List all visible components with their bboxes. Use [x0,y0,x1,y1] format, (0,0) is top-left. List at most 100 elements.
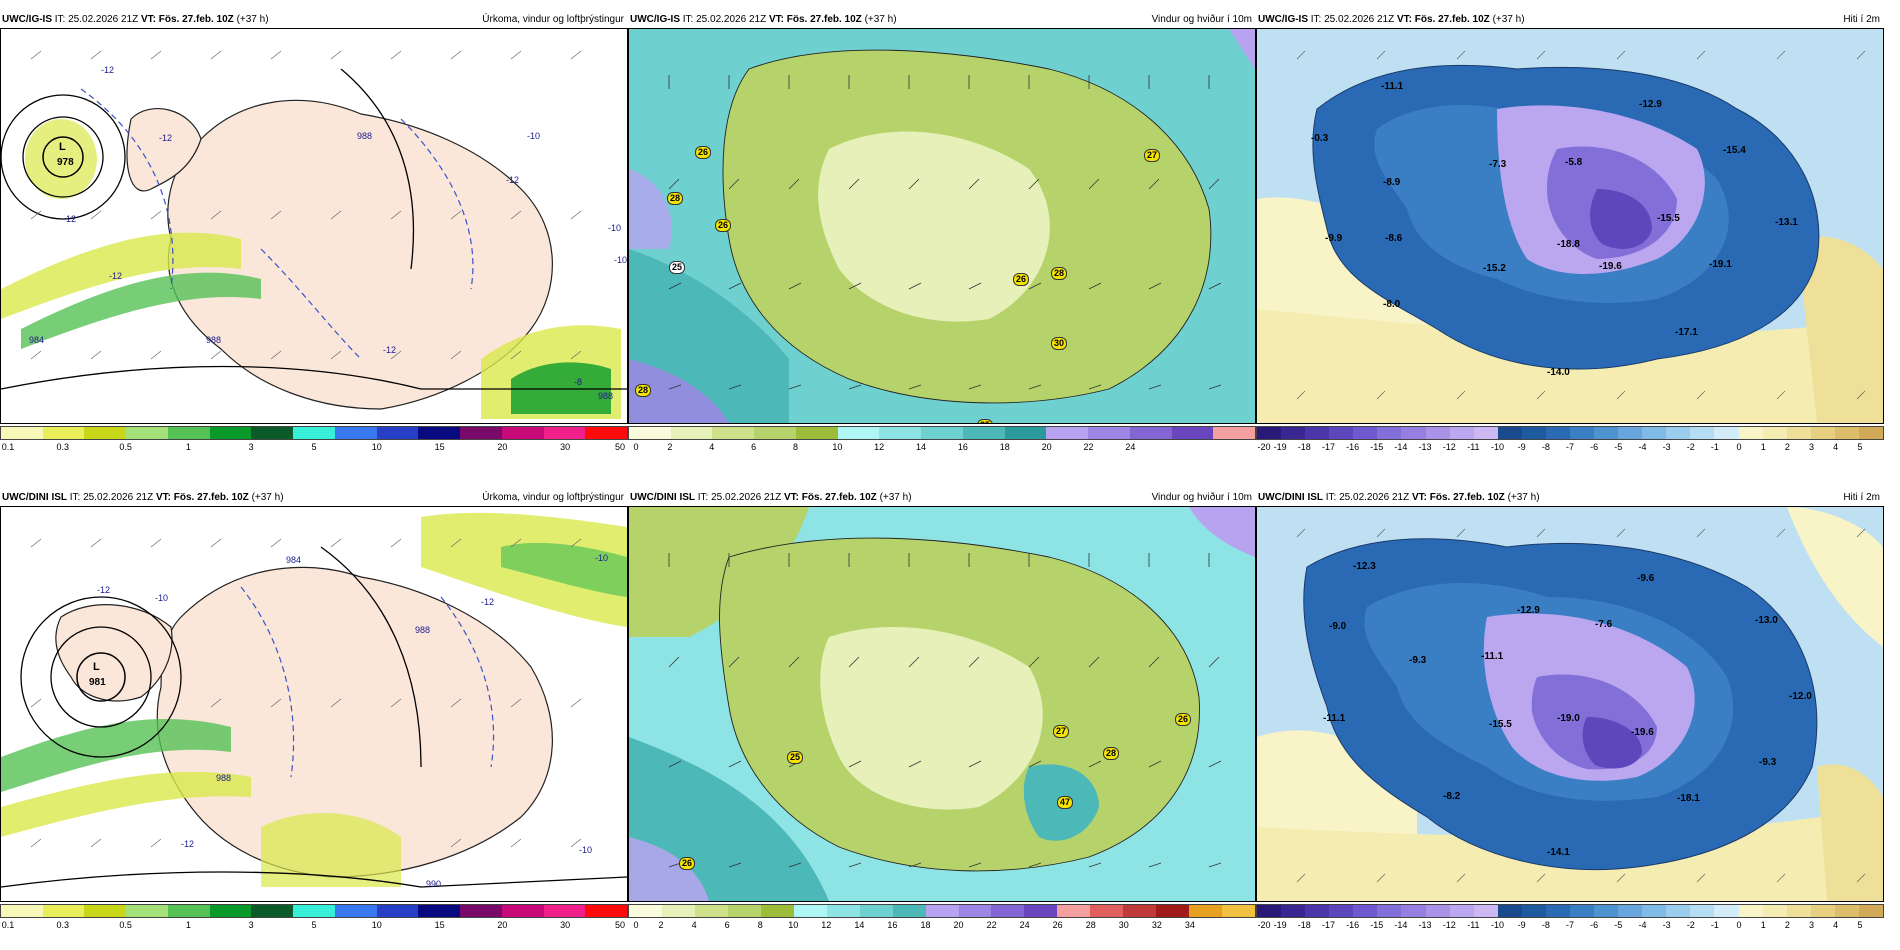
colorbar-tick-label: -4 [1638,920,1647,930]
colorbar-tick-label: 16 [887,920,898,930]
panel-title: Vindur og hviður í 10m [1151,14,1252,25]
colorbar-swatch [1642,905,1667,917]
wind-colorbar [628,904,1256,918]
colorbar-swatch [1329,905,1354,917]
colorbar-tick-label: -11 [1467,920,1480,930]
colorbar-tick-label: 26 [1052,920,1063,930]
colorbar-tick-label: 20 [497,442,508,452]
panel-header: UWC/DINI ISL IT: 25.02.2026 21Z VT: Fös.… [0,490,628,506]
gust-label: 27 [1053,725,1070,738]
colorbar-swatch [126,427,168,439]
vt-label: VT: [1411,492,1427,503]
colorbar-swatch [585,905,628,917]
colorbar-swatch [1473,427,1498,439]
colorbar-swatch [1786,427,1811,439]
colorbar-swatch [543,905,586,917]
temp-label: -13.0 [1755,615,1778,626]
colorbar-tick-label: -6 [1590,442,1599,452]
header-meta: UWC/IG-IS IT: 25.02.2026 21Z VT: Fös. 27… [1258,12,1525,28]
colorbar-swatch [1594,427,1619,439]
pressure-label: -12 [109,271,123,281]
it-label: IT: [697,492,709,503]
colorbar-swatch [1762,427,1787,439]
lead-time: (+37 h) [864,14,897,25]
colorbar-tick-label: 3 [248,920,254,930]
panel-header: UWC/IG-IS IT: 25.02.2026 21Z VT: Fös. 27… [0,12,628,28]
temp-label: -15.5 [1657,213,1680,224]
colorbar-swatch [958,905,992,917]
colorbar-tick-label: 10 [788,920,799,930]
it-value: 25.02.2026 21Z [1339,492,1410,503]
colorbar-swatch [1570,427,1595,439]
colorbar-swatch [1618,905,1643,917]
gust-label: 25 [787,751,804,764]
colorbar-swatch [1545,427,1571,439]
colorbar-tick-label: 4 [709,442,715,452]
colorbar-swatch [251,905,294,917]
colorbar-swatch [1594,905,1619,917]
colorbar-tick-label: -5 [1614,442,1623,452]
colorbar-swatch [1057,905,1091,917]
vt-label: VT: [768,14,784,25]
temp-label: -18.8 [1557,239,1580,250]
colorbar-tick-label: -15 [1370,442,1384,452]
it-label: IT: [69,492,81,503]
panel-header: UWC/IG-IS IT: 25.02.2026 21Z VT: Fös. 27… [628,12,1256,28]
temp-label: -0.3 [1311,133,1329,144]
colorbar-swatch [859,905,893,917]
colorbar-swatch [334,427,377,439]
colorbar-swatch [209,427,252,439]
colorbar-tick-label: -3 [1662,442,1671,452]
panel-precip-ig-is: UWC/IG-IS IT: 25.02.2026 21Z VT: Fös. 27… [0,12,628,472]
colorbar-tick-label: 20 [497,920,508,930]
colorbar-tick-label: 20 [953,920,964,930]
temp-label: -8.6 [1385,233,1403,244]
pressure-label: 988 [357,131,373,141]
colorbar-swatch [1353,427,1378,439]
colorbar-swatch [42,427,85,439]
colorbar-tick-label: -1 [1710,442,1719,452]
colorbar-tick-label: -3 [1662,920,1671,930]
temp-map-svg [1257,507,1883,901]
wind-map-svg [629,507,1255,901]
colorbar-tick-label: 10 [371,442,382,452]
colorbar-swatch [892,905,926,917]
header-meta: UWC/IG-IS IT: 25.02.2026 21Z VT: Fös. 27… [630,12,897,28]
pressure-label: -12 [159,133,173,143]
colorbar-swatch [1570,905,1595,917]
pressure-label: -12 [383,345,397,355]
colorbar-swatch [1738,905,1763,917]
pressure-label: -12 [101,65,115,75]
colorbar-swatch [1425,905,1450,917]
temp-label: -9.9 [1325,233,1343,244]
colorbar-swatch [712,427,755,439]
colorbar-tick-label: 0.1 [1,442,15,452]
colorbar-tick-label: 2 [1784,920,1790,930]
it-label: IT: [682,14,694,25]
colorbar-tick-label: 0 [633,920,639,930]
colorbar-tick-label: -2 [1686,442,1695,452]
colorbar-swatch [1305,427,1330,439]
colorbar-swatch [293,427,335,439]
colorbar-swatch [1123,905,1157,917]
colorbar-tick-label: -20 [1257,442,1271,452]
colorbar-tick-label: 1 [1760,442,1766,452]
colorbar-tick-label: 8 [757,920,763,930]
temp-label: -8.0 [1383,299,1401,310]
colorbar-swatch [1004,427,1047,439]
colorbar-swatch [1497,905,1522,917]
temp-label: -19.6 [1631,727,1654,738]
colorbar-tick-label: -14 [1394,442,1408,452]
it-value: 25.02.2026 21Z [1324,14,1395,25]
gust-label: 28 [635,384,652,397]
colorbar-tick-label: 18 [999,442,1010,452]
panel-temp-dini: UWC/DINI ISL IT: 25.02.2026 21Z VT: Fös.… [1256,490,1884,950]
colorbar-swatch [1545,905,1571,917]
colorbar-tick-label: 0.5 [119,920,132,930]
row-ig-is: UWC/IG-IS IT: 25.02.2026 21Z VT: Fös. 27… [0,12,1900,472]
colorbar-tick-label: 15 [434,442,445,452]
colorbar-swatch [1129,427,1172,439]
colorbar-swatch [1834,905,1859,917]
colorbar-swatch [1449,427,1474,439]
pressure-label: -12 [63,214,77,224]
